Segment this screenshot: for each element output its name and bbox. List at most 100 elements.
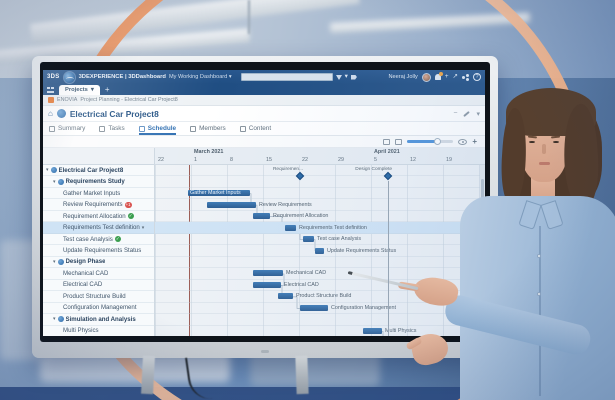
search-input[interactable] — [240, 73, 333, 81]
expand-caret[interactable]: ▾ — [46, 167, 49, 174]
tab-summary[interactable]: Summary — [49, 122, 85, 135]
filter-icon[interactable] — [335, 74, 342, 80]
task-name[interactable]: Configuration Management — [63, 304, 137, 312]
task-name[interactable]: Requirement Allocation — [63, 212, 126, 220]
title-row: ⌂ Electrical Car Project8 − ▾ — [43, 106, 485, 122]
breadcrumb-app[interactable]: ENOVIA — [57, 97, 78, 103]
fit-width-icon[interactable] — [383, 138, 391, 145]
members-icon — [190, 125, 197, 132]
gantt-bar[interactable] — [278, 293, 293, 300]
milestone[interactable]: Requiremen... — [273, 167, 315, 181]
expand-caret[interactable]: ▾ — [53, 178, 56, 185]
zoom-mode-icon[interactable] — [395, 138, 403, 145]
gantt-bar[interactable] — [253, 281, 281, 288]
task-name[interactable]: Simulation and Analysis — [65, 315, 136, 323]
gantt-bar[interactable] — [315, 247, 324, 254]
task-row[interactable]: Gather Market Inputs — [43, 188, 154, 200]
gantt-bar[interactable] — [253, 213, 270, 220]
tag-icon[interactable] — [350, 74, 357, 80]
task-row[interactable]: Test case Analysis ✓ — [43, 234, 154, 246]
complete-icon: ✓ — [114, 236, 121, 243]
zoom-slider[interactable] — [407, 138, 454, 145]
gantt-bar[interactable] — [253, 270, 283, 277]
visibility-icon[interactable] — [458, 138, 468, 145]
task-name[interactable]: Electrical CAD — [63, 281, 103, 289]
task-row[interactable]: Multi Physics — [43, 326, 154, 336]
gantt-row: Requirement Allocation — [155, 211, 480, 223]
task-row[interactable]: Review Requirements +1 — [43, 199, 154, 211]
edit-icon[interactable] — [463, 110, 471, 117]
gantt-row: Multi Physics — [155, 326, 480, 336]
task-name[interactable]: Update Requirements Status — [63, 247, 142, 255]
compass-icon[interactable] — [62, 70, 76, 84]
content-icon — [239, 125, 246, 132]
task-row[interactable]: ▾ Electrical Car Project8 — [43, 165, 154, 177]
gantt-bar[interactable] — [207, 201, 256, 208]
gantt-bar[interactable] — [300, 304, 328, 311]
task-name[interactable]: Electrical Car Project8 — [58, 166, 124, 174]
user-name[interactable]: Neeraj Jolly — [388, 74, 418, 80]
collaborate-icon[interactable] — [462, 73, 469, 81]
task-row[interactable]: ▾ Design Phase — [43, 257, 154, 269]
tab-schedule[interactable]: Schedule — [138, 122, 177, 135]
bar-label: Update Requirements Status — [327, 247, 397, 254]
task-row[interactable]: Product Structure Build — [43, 291, 154, 303]
notifications-icon[interactable] — [434, 72, 443, 80]
help-icon[interactable]: ? — [473, 73, 481, 81]
task-name[interactable]: Test case Analysis — [63, 235, 113, 243]
apps-grid-icon[interactable] — [47, 87, 54, 93]
task-row[interactable]: Update Requirements Status — [43, 245, 154, 257]
gantt-bar[interactable]: Gather Market Inputs — [188, 190, 250, 197]
milestone[interactable]: Design Complete — [355, 167, 407, 336]
user-avatar[interactable] — [421, 72, 431, 82]
task-name[interactable]: Review Requirements — [63, 201, 123, 209]
minimize-icon[interactable]: − — [453, 110, 458, 117]
task-row[interactable]: Mechanical CAD — [43, 268, 154, 280]
task-name[interactable]: Gather Market Inputs — [63, 189, 121, 197]
presenter-shirt — [460, 196, 615, 400]
home-icon[interactable]: ⌂ — [48, 108, 53, 118]
task-panel-header — [43, 148, 154, 165]
new-tab-button[interactable]: + — [104, 85, 110, 94]
task-row[interactable]: Electrical CAD — [43, 280, 154, 292]
breadcrumb-trail[interactable]: Project Planning - Electrical Car Projec… — [80, 97, 178, 103]
collapse-icon[interactable]: ▾ — [476, 110, 480, 118]
task-name[interactable]: Design Phase — [65, 258, 106, 266]
task-name[interactable]: Mechanical CAD — [63, 269, 109, 277]
expand-caret[interactable]: ▾ — [53, 316, 56, 323]
task-name[interactable]: Requirements Study — [65, 178, 125, 186]
tab-tasks[interactable]: Tasks — [99, 122, 125, 135]
add-task-icon[interactable]: + — [472, 137, 477, 146]
tab-projects[interactable]: Projects ▾ — [59, 85, 100, 95]
dashboard-name[interactable]: My Working Dashboard ▾ — [168, 74, 232, 80]
task-name[interactable]: Requirements Test definition — [63, 224, 140, 232]
task-row[interactable]: ▾ Simulation and Analysis — [43, 314, 154, 326]
month-label: April 2021 — [374, 149, 400, 155]
expand-caret[interactable]: ▾ — [53, 258, 56, 265]
week-tick: 12 — [410, 157, 416, 163]
gantt-bar[interactable] — [363, 327, 382, 334]
share-icon[interactable]: ↗ — [452, 72, 458, 80]
tab-dropdown-icon[interactable]: ▾ — [90, 87, 94, 93]
row-menu-icon[interactable]: ▾ — [141, 224, 145, 231]
task-list: ▾ Electrical Car Project8 ▾ Requirements St… — [43, 165, 154, 336]
zoom-slider-handle[interactable] — [434, 138, 441, 145]
tab-members[interactable]: Members — [190, 122, 226, 135]
filter-dropdown-icon[interactable]: ▾ — [344, 72, 348, 80]
project-node-icon — [57, 178, 64, 185]
add-icon[interactable]: + — [444, 72, 449, 80]
window-tab-bar: Projects ▾ + — [43, 84, 485, 95]
tab-content[interactable]: Content — [239, 122, 271, 135]
task-row[interactable]: Requirement Allocation ✓ — [43, 211, 154, 223]
gantt-bar[interactable] — [303, 236, 314, 243]
alert-badge: +1 — [124, 201, 132, 208]
task-row[interactable]: ▾ Requirements Study — [43, 176, 154, 188]
task-name[interactable]: Multi Physics — [63, 327, 99, 335]
bar-label: Electrical CAD — [284, 281, 319, 288]
bar-label: Configuration Management — [331, 304, 397, 311]
task-name[interactable]: Product Structure Build — [63, 292, 126, 300]
gantt-bar[interactable] — [285, 224, 296, 231]
task-row[interactable]: Configuration Management — [43, 303, 154, 315]
task-row[interactable]: Requirements Test definition ▾ — [43, 222, 154, 234]
week-tick: 15 — [266, 157, 272, 163]
